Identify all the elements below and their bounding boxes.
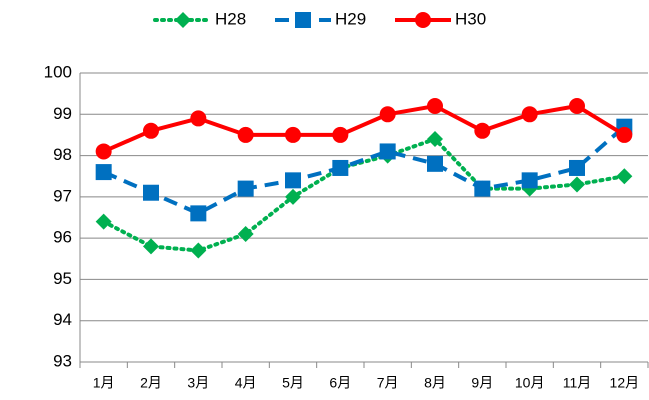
data-point bbox=[285, 172, 301, 189]
series-line bbox=[102, 125, 626, 216]
y-tick-label: 96 bbox=[53, 228, 72, 247]
data-point bbox=[190, 242, 207, 259]
data-point bbox=[143, 122, 159, 139]
y-tick-label: 97 bbox=[53, 186, 72, 205]
data-point bbox=[474, 122, 491, 139]
legend-marker bbox=[415, 12, 431, 28]
data-point bbox=[427, 131, 443, 148]
data-point bbox=[521, 106, 538, 123]
x-tick-label: 5月 bbox=[282, 375, 304, 391]
y-tick-label: 94 bbox=[53, 310, 72, 329]
data-point bbox=[616, 126, 633, 143]
x-tick-label: 12月 bbox=[610, 375, 640, 391]
data-point bbox=[95, 143, 112, 160]
data-point bbox=[95, 213, 112, 230]
data-point bbox=[285, 188, 301, 205]
x-tick-label: 1月 bbox=[93, 375, 115, 391]
series-line bbox=[102, 103, 626, 154]
data-point bbox=[332, 126, 349, 143]
y-tick-label: 93 bbox=[53, 351, 72, 370]
legend-marker bbox=[175, 12, 191, 28]
data-point bbox=[143, 238, 159, 255]
data-point bbox=[237, 226, 254, 243]
legend-label: H29 bbox=[335, 9, 366, 28]
data-point bbox=[190, 110, 207, 127]
data-point bbox=[237, 126, 254, 143]
data-point bbox=[379, 106, 396, 123]
data-point bbox=[569, 98, 585, 115]
data-point bbox=[521, 172, 538, 189]
data-point bbox=[616, 168, 633, 185]
data-point bbox=[474, 180, 491, 197]
legend-label: H30 bbox=[455, 9, 486, 28]
data-point bbox=[379, 143, 396, 160]
data-point bbox=[569, 159, 585, 176]
y-tick-label: 95 bbox=[53, 269, 72, 288]
y-tick-label: 100 bbox=[44, 62, 72, 81]
data-point bbox=[190, 205, 207, 222]
x-tick-label: 8月 bbox=[424, 375, 446, 391]
x-tick-label: 6月 bbox=[329, 375, 351, 391]
data-point bbox=[285, 126, 301, 143]
data-point bbox=[427, 98, 443, 115]
x-tick-label: 7月 bbox=[377, 375, 399, 391]
data-point bbox=[569, 176, 585, 193]
x-tick-label: 3月 bbox=[187, 375, 209, 391]
x-tick-label: 11月 bbox=[563, 375, 592, 391]
x-tick-label: 2月 bbox=[140, 375, 162, 391]
data-point bbox=[427, 155, 443, 172]
y-tick-label: 98 bbox=[53, 145, 72, 164]
data-point bbox=[95, 164, 112, 181]
data-point bbox=[143, 184, 159, 201]
legend-marker bbox=[295, 12, 311, 28]
y-tick-label: 99 bbox=[53, 104, 72, 123]
data-point bbox=[332, 159, 349, 176]
x-tick-label: 4月 bbox=[235, 375, 257, 391]
x-tick-label: 9月 bbox=[471, 375, 493, 391]
legend-label: H28 bbox=[215, 9, 246, 28]
x-tick-label: 10月 bbox=[515, 375, 545, 391]
data-point bbox=[237, 180, 254, 197]
